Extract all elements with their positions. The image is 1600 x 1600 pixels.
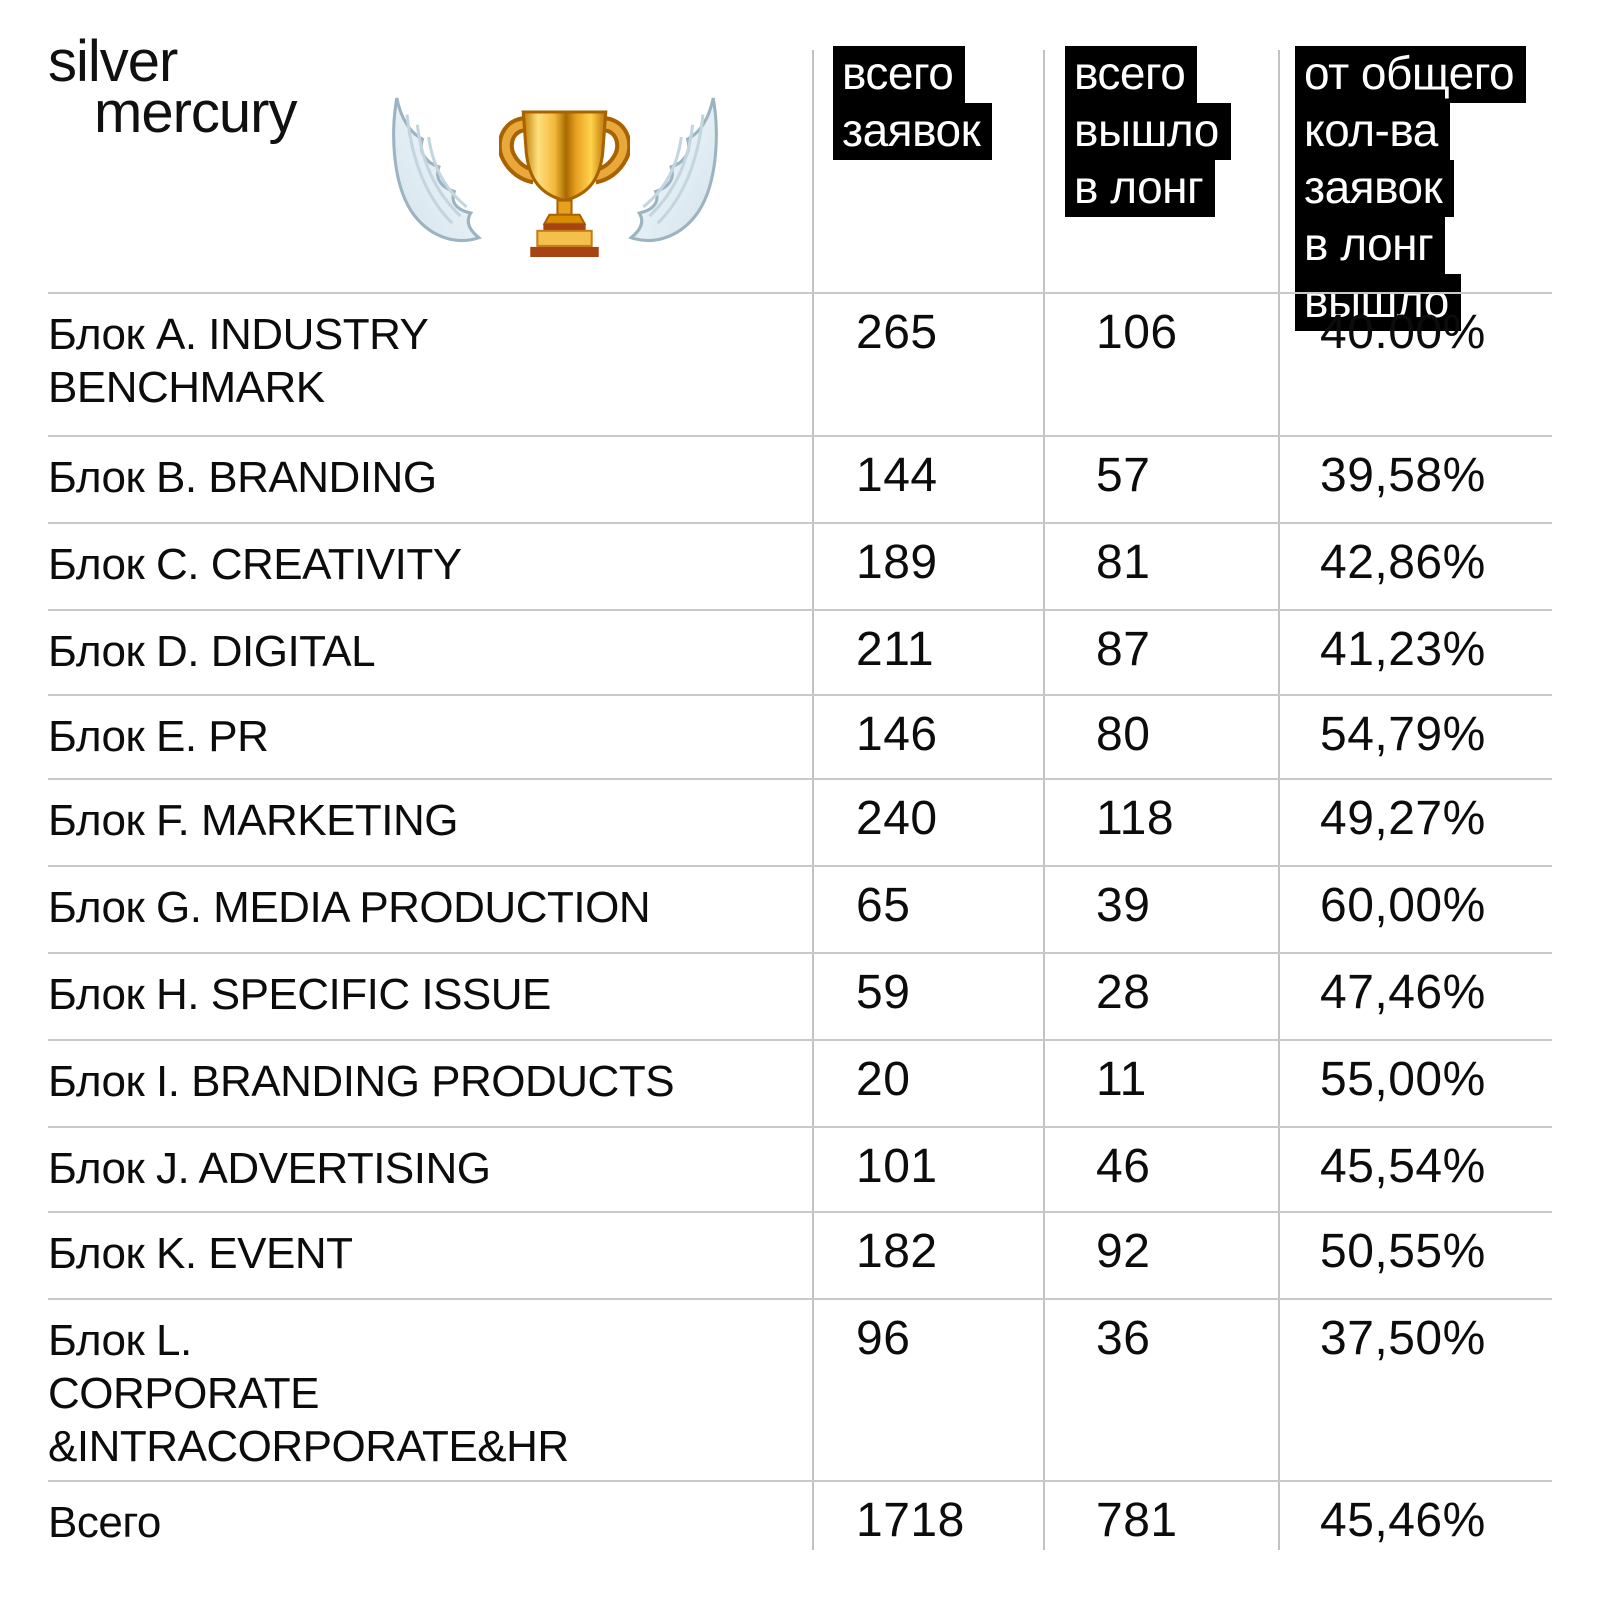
row-label: Блок L. CORPORATE &INTRACORPORATE&HR — [48, 1316, 569, 1471]
row-total-entries: 20 — [856, 1053, 911, 1106]
header-line: в лонг — [1295, 217, 1446, 274]
row-share: 54,79% — [1320, 708, 1486, 761]
row-total-entries: 240 — [856, 792, 938, 845]
winged-trophy-emblem — [380, 92, 730, 262]
total-share: 45,46% — [1320, 1494, 1486, 1547]
row-label: Блок B. BRANDING — [48, 453, 437, 502]
table-row-block-j: Блок J. ADVERTISING 101 46 45,54% — [48, 1126, 1552, 1211]
header-line: в лонг — [1065, 160, 1216, 217]
header-line: всего — [833, 46, 966, 103]
table-row-block-k: Блок K. EVENT 182 92 50,55% — [48, 1211, 1552, 1298]
row-total-entries: 189 — [856, 536, 938, 589]
column-separator-3 — [1278, 50, 1280, 1550]
total-entries: 1718 — [856, 1494, 965, 1547]
header-line: вышло — [1295, 274, 1461, 331]
row-label: Блок F. MARKETING — [48, 796, 459, 845]
row-share: 50,55% — [1320, 1225, 1486, 1278]
header-line: от общего — [1295, 46, 1527, 103]
column-header-share: от общего кол-ва заявок в лонг вышло — [1295, 46, 1527, 331]
row-longlist: 39 — [1096, 879, 1151, 932]
brand-line-2: mercury — [94, 80, 297, 145]
row-share: 60,00% — [1320, 879, 1486, 932]
row-longlist: 36 — [1096, 1312, 1151, 1365]
row-longlist: 80 — [1096, 708, 1151, 761]
row-share: 39,58% — [1320, 449, 1486, 502]
right-wing-icon — [627, 97, 718, 242]
row-longlist: 92 — [1096, 1225, 1151, 1278]
row-total-entries: 265 — [856, 306, 938, 359]
table-row-block-c: Блок C. CREATIVITY 189 81 42,86% — [48, 522, 1552, 609]
row-total-entries: 96 — [856, 1312, 911, 1365]
left-wing-icon — [392, 97, 483, 242]
row-longlist: 118 — [1096, 792, 1175, 845]
header-line: кол-ва — [1295, 103, 1450, 160]
row-longlist: 46 — [1096, 1140, 1151, 1193]
total-longlist: 781 — [1096, 1494, 1178, 1547]
table-row-total: Всего 1718 781 45,46% — [48, 1480, 1552, 1600]
table-row-block-e: Блок E. PR 146 80 54,79% — [48, 694, 1552, 778]
row-total-entries: 101 — [856, 1140, 938, 1193]
row-total-entries: 144 — [856, 449, 938, 502]
row-label: Блок G. MEDIA PRODUCTION — [48, 883, 651, 932]
brand-line-1: silver — [48, 29, 178, 94]
column-separator-1 — [812, 50, 814, 1550]
row-longlist: 28 — [1096, 966, 1151, 1019]
row-total-entries: 59 — [856, 966, 911, 1019]
header-line: заявок — [1295, 160, 1455, 217]
header-line: всего — [1065, 46, 1198, 103]
header-line: вышло — [1065, 103, 1231, 160]
row-share: 49,27% — [1320, 792, 1486, 845]
header-line: заявок — [833, 103, 993, 160]
table-row-block-d: Блок D. DIGITAL 211 87 41,23% — [48, 609, 1552, 694]
row-label: Блок D. DIGITAL — [48, 627, 376, 676]
row-total-entries: 211 — [856, 623, 935, 676]
row-share: 37,50% — [1320, 1312, 1486, 1365]
brand-logo: silver mercury — [48, 29, 297, 145]
row-total-entries: 146 — [856, 708, 938, 761]
row-longlist: 81 — [1096, 536, 1151, 589]
table-row-block-f: Блок F. MARKETING 240 118 49,27% — [48, 778, 1552, 865]
row-label: Блок I. BRANDING PRODUCTS — [48, 1057, 675, 1106]
table-row-block-i: Блок I. BRANDING PRODUCTS 20 11 55,00% — [48, 1039, 1552, 1126]
row-share: 41,23% — [1320, 623, 1486, 676]
row-label: Блок C. CREATIVITY — [48, 540, 462, 589]
row-label: Блок E. PR — [48, 712, 269, 761]
row-label: Блок J. ADVERTISING — [48, 1144, 491, 1193]
table-row-block-b: Блок B. BRANDING 144 57 39,58% — [48, 435, 1552, 522]
row-label: Блок A. INDUSTRY BENCHMARK — [48, 310, 429, 412]
row-longlist: 106 — [1096, 306, 1178, 359]
trophy-icon — [499, 110, 630, 257]
row-share: 40.00% — [1320, 306, 1486, 359]
row-total-entries: 65 — [856, 879, 911, 932]
row-share: 42,86% — [1320, 536, 1486, 589]
row-label: Блок K. EVENT — [48, 1229, 353, 1278]
row-label: Блок H. SPECIFIC ISSUE — [48, 970, 551, 1019]
total-label: Всего — [48, 1498, 161, 1547]
table-row-block-g: Блок G. MEDIA PRODUCTION 65 39 60,00% — [48, 865, 1552, 952]
table-row-block-h: Блок H. SPECIFIC ISSUE 59 28 47,46% — [48, 952, 1552, 1039]
column-header-longlist: всего вышло в лонг — [1065, 46, 1231, 217]
table-row-block-a: Блок A. INDUSTRY BENCHMARK 265 106 40.00… — [48, 292, 1552, 435]
row-longlist: 87 — [1096, 623, 1151, 676]
row-longlist: 11 — [1096, 1053, 1147, 1106]
row-total-entries: 182 — [856, 1225, 938, 1278]
row-share: 55,00% — [1320, 1053, 1486, 1106]
row-longlist: 57 — [1096, 449, 1151, 502]
column-separator-2 — [1043, 50, 1045, 1550]
row-share: 45,54% — [1320, 1140, 1486, 1193]
column-header-total-entries: всего заявок — [833, 46, 993, 160]
row-share: 47,46% — [1320, 966, 1486, 1019]
table-row-block-l: Блок L. CORPORATE &INTRACORPORATE&HR 96 … — [48, 1298, 1552, 1480]
